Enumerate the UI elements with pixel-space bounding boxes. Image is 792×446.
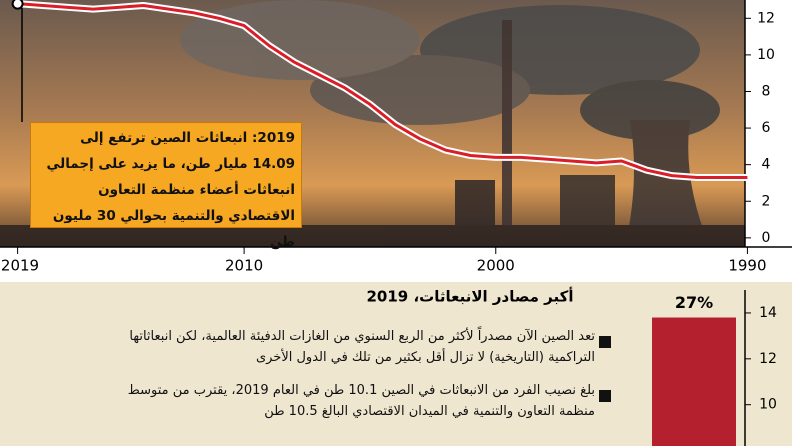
bullet-text: بلغ نصيب الفرد من الانبعاثات في الصين 10… <box>127 383 595 419</box>
annotation-line: 14.09 مليار طن، ما يزيد على إجمالي <box>46 156 295 172</box>
annotation-line: الاقتصادي والتنمية بحوالي 30 مليون طن <box>52 208 295 250</box>
y-tick-label: 10 <box>757 47 775 63</box>
y-tick-label: 4 <box>762 157 771 173</box>
bar <box>652 317 736 446</box>
y-tick-label: 10 <box>759 397 777 413</box>
panel-title: أكبر مصادر الانبعاثات، 2019 <box>367 287 574 306</box>
point-marker <box>11 0 24 10</box>
x-tick-label: 2019 <box>1 257 39 275</box>
y-tick-label: 2 <box>762 193 771 209</box>
data-line <box>17 2 748 179</box>
x-tick-label: 1990 <box>728 257 766 275</box>
photo-scenery <box>0 0 745 247</box>
x-tick-label: 2000 <box>477 257 515 275</box>
y-tick-label: 14 <box>759 305 777 321</box>
annotation-line: انبعاثات أعضاء منظمة التعاون <box>98 182 295 198</box>
bar-value-label: 27% <box>675 293 713 312</box>
y-tick-label: 12 <box>759 351 777 367</box>
y-tick-label: 8 <box>762 83 771 99</box>
y-tick-label: 6 <box>762 120 771 136</box>
bullet <box>599 336 611 348</box>
annotation: 2019: انبعاثات الصين ترتفع إلى 14.09 مليا… <box>30 122 302 250</box>
bullet <box>599 390 611 402</box>
y-tick-label: 0 <box>762 230 771 246</box>
annotation-line: 2019: انبعاثات الصين ترتفع إلى <box>80 130 295 146</box>
y-tick-label: 12 <box>757 10 775 26</box>
bullet-text: تعد الصين الآن مصدراً لأكثر من الربع الس… <box>129 329 595 365</box>
x-tick-label: 2010 <box>225 257 263 275</box>
